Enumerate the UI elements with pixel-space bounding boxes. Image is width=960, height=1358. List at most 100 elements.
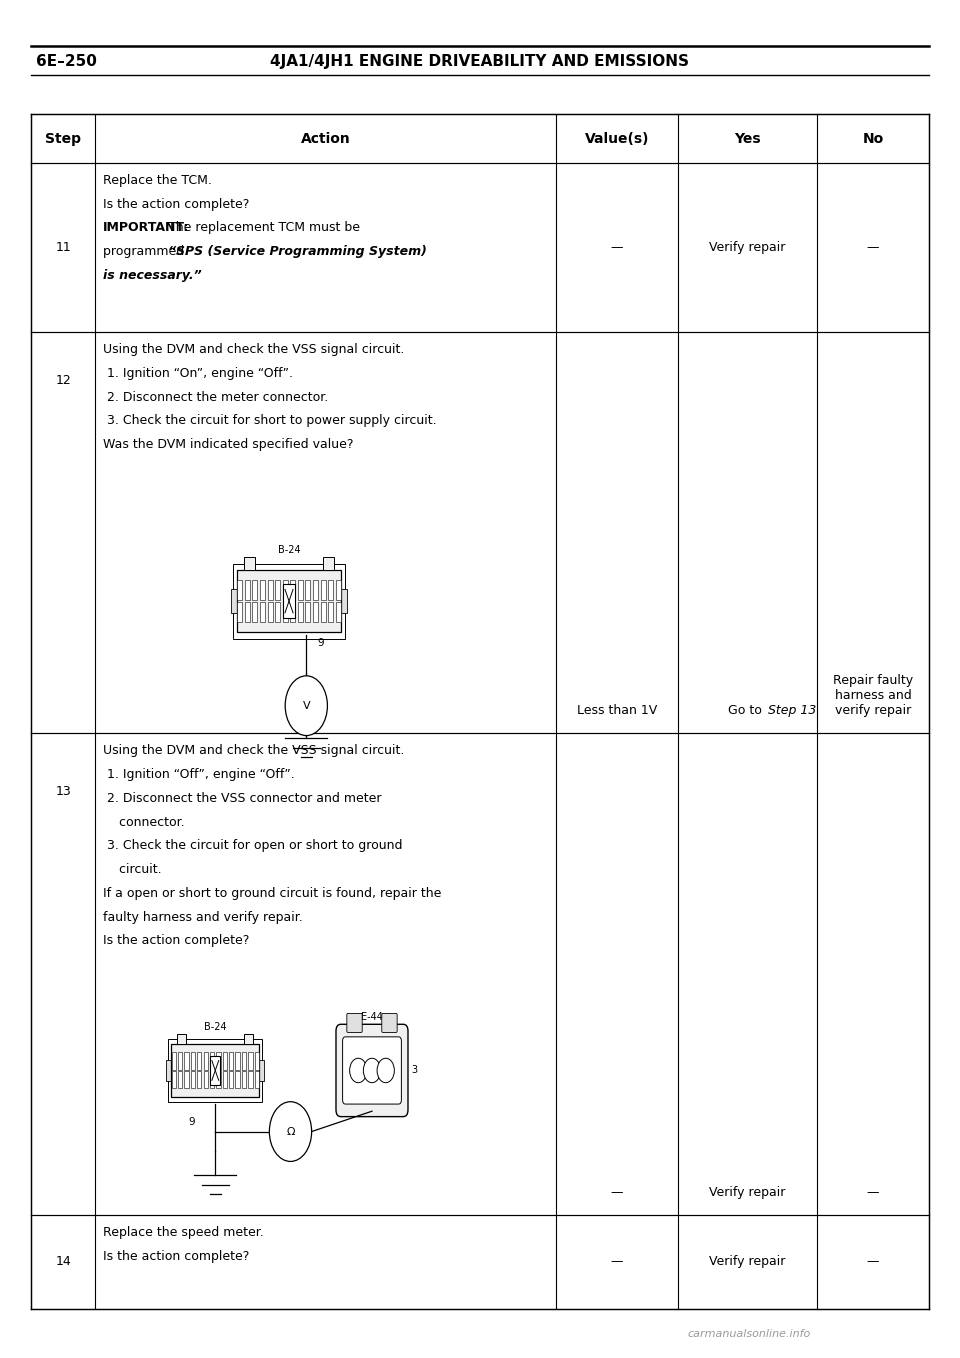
Bar (166, 1061, 171, 1081)
Text: Less than 1V: Less than 1V (577, 705, 658, 717)
Bar (244, 557, 254, 570)
Text: Replace the speed meter.: Replace the speed meter. (103, 1226, 264, 1238)
Text: Repair faulty
harness and
verify repair: Repair faulty harness and verify repair (833, 674, 913, 717)
Text: 3. Check the circuit for short to power supply circuit.: 3. Check the circuit for short to power … (103, 414, 437, 428)
Text: 3. Check the circuit for open or short to ground: 3. Check the circuit for open or short t… (103, 839, 402, 853)
Text: —: — (611, 1186, 623, 1199)
Bar (171, 1044, 259, 1096)
Text: V: V (302, 701, 310, 710)
Text: Verify repair: Verify repair (709, 1186, 785, 1199)
Bar (235, 1071, 240, 1089)
Bar (254, 1052, 259, 1070)
Bar (191, 1071, 195, 1089)
Text: Ω: Ω (286, 1127, 295, 1137)
FancyBboxPatch shape (343, 1038, 401, 1104)
Text: Using the DVM and check the VSS signal circuit.: Using the DVM and check the VSS signal c… (103, 744, 404, 758)
Text: Verify repair: Verify repair (709, 1256, 785, 1268)
Bar (249, 1071, 252, 1089)
Bar (172, 1052, 176, 1070)
Bar (321, 580, 325, 600)
Bar (191, 1052, 195, 1070)
Bar (177, 1033, 186, 1044)
Bar (172, 1071, 176, 1089)
Bar (229, 1052, 233, 1070)
Text: Yes: Yes (734, 132, 760, 145)
Text: —: — (867, 242, 879, 254)
Bar (242, 1071, 246, 1089)
Text: Replace the TCM.: Replace the TCM. (103, 174, 212, 187)
Text: faulty harness and verify repair.: faulty harness and verify repair. (103, 911, 302, 923)
Bar (260, 602, 265, 622)
Text: Verify repair: Verify repair (709, 242, 785, 254)
Text: is necessary.”: is necessary.” (103, 269, 202, 282)
Bar (313, 602, 318, 622)
Text: Is the action complete?: Is the action complete? (103, 197, 250, 210)
Text: The replacement TCM must be: The replacement TCM must be (159, 221, 360, 235)
Bar (223, 1071, 227, 1089)
Text: Was the DVM indicated specified value?: Was the DVM indicated specified value? (103, 439, 353, 451)
Text: “SPS (Service Programming System): “SPS (Service Programming System) (168, 244, 426, 258)
Bar (328, 602, 333, 622)
Bar (236, 570, 342, 631)
Text: 6E–250: 6E–250 (36, 53, 96, 69)
Bar (204, 1071, 207, 1089)
Bar (321, 602, 325, 622)
Bar (342, 589, 347, 614)
Bar (210, 1071, 214, 1089)
Bar (245, 602, 250, 622)
Bar (336, 602, 341, 622)
Text: Value(s): Value(s) (585, 132, 649, 145)
Circle shape (285, 676, 327, 736)
Bar (244, 1033, 253, 1044)
Bar (237, 580, 242, 600)
Bar (178, 1071, 182, 1089)
Bar (283, 584, 295, 618)
Bar (245, 580, 250, 600)
Bar (252, 580, 257, 600)
Circle shape (349, 1058, 367, 1082)
Text: No: No (862, 132, 884, 145)
Text: 2. Disconnect the VSS connector and meter: 2. Disconnect the VSS connector and mete… (103, 792, 381, 805)
Bar (254, 1071, 259, 1089)
Text: connector.: connector. (103, 816, 184, 828)
Text: —: — (867, 1186, 879, 1199)
Text: 14: 14 (55, 1256, 71, 1268)
Bar (168, 1039, 262, 1101)
Bar (178, 1052, 182, 1070)
Text: B-24: B-24 (277, 545, 300, 555)
Bar (298, 602, 303, 622)
Bar (324, 557, 334, 570)
Bar (237, 602, 242, 622)
Bar (229, 1071, 233, 1089)
Bar (276, 602, 280, 622)
Bar (197, 1052, 202, 1070)
Bar (268, 602, 273, 622)
Text: Go to: Go to (729, 705, 766, 717)
Bar (184, 1052, 189, 1070)
Bar (282, 580, 288, 600)
Text: 1. Ignition “On”, engine “Off”.: 1. Ignition “On”, engine “Off”. (103, 367, 293, 380)
Bar (305, 580, 310, 600)
Bar (233, 564, 345, 638)
Text: 12: 12 (55, 373, 71, 387)
Bar (282, 602, 288, 622)
Text: programmed.: programmed. (103, 244, 192, 258)
Bar (290, 602, 296, 622)
Text: 4JA1/4JH1 ENGINE DRIVEABILITY AND EMISSIONS: 4JA1/4JH1 ENGINE DRIVEABILITY AND EMISSI… (271, 53, 689, 69)
Text: circuit.: circuit. (103, 864, 161, 876)
Text: 9: 9 (318, 638, 324, 648)
Bar (298, 580, 303, 600)
Bar (290, 580, 296, 600)
Bar (259, 1061, 264, 1081)
Text: If a open or short to ground circuit is found, repair the: If a open or short to ground circuit is … (103, 887, 442, 900)
Bar (210, 1052, 214, 1070)
FancyBboxPatch shape (382, 1013, 397, 1032)
Bar (216, 1071, 221, 1089)
Text: Step 13: Step 13 (768, 705, 817, 717)
Bar (260, 580, 265, 600)
Text: Is the action complete?: Is the action complete? (103, 1249, 250, 1263)
Text: Step: Step (45, 132, 81, 145)
Bar (276, 580, 280, 600)
Text: B-24: B-24 (204, 1023, 227, 1032)
Bar (249, 1052, 252, 1070)
